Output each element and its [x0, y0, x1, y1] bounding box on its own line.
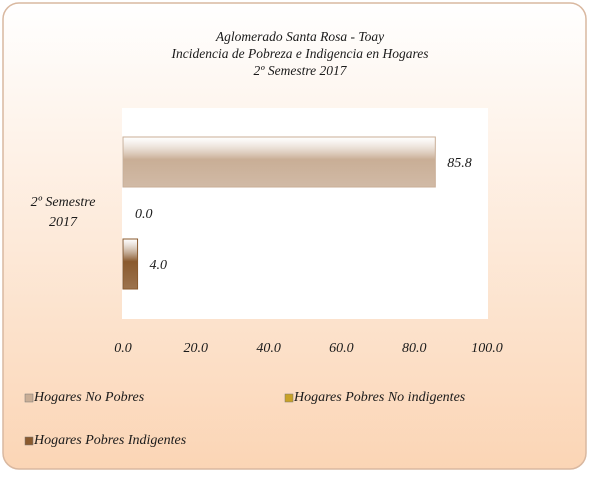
- chart-title: Incidencia de Pobreza e Indigencia en Ho…: [171, 46, 429, 61]
- y-tick-label: 2º Semestre 2017: [31, 195, 96, 230]
- legend-label: Hogares Pobres No indigentes: [293, 390, 466, 405]
- data-label: 85.8: [447, 156, 472, 171]
- x-tick-label: 20.0: [184, 341, 209, 356]
- legend-label: Hogares No Pobres: [33, 390, 145, 405]
- x-tick-label: 0.0: [114, 341, 132, 356]
- x-tick-label: 80.0: [402, 341, 427, 356]
- legend-label: Hogares Pobres Indigentes: [33, 433, 187, 448]
- x-tick-label: 60.0: [329, 341, 354, 356]
- legend-swatch: [284, 393, 294, 403]
- chart-title: Aglomerado Santa Rosa - Toay: [215, 29, 384, 44]
- bar: [122, 238, 139, 290]
- legend-swatch: [24, 436, 34, 446]
- x-tick-label: 100.0: [471, 341, 503, 356]
- chart-title: 2º Semestre 2017: [254, 63, 348, 78]
- data-label: 4.0: [150, 258, 168, 273]
- data-label: 0.0: [135, 207, 153, 222]
- bar: [122, 136, 436, 188]
- x-tick-label: 40.0: [256, 341, 281, 356]
- legend-swatch: [24, 393, 34, 403]
